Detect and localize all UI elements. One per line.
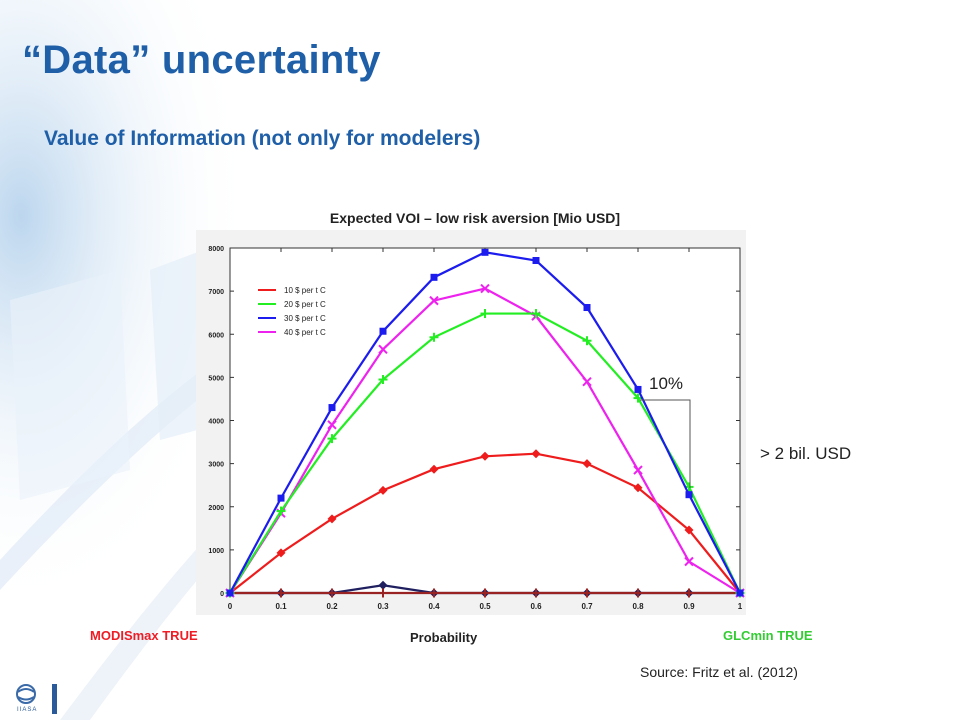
series-0-point (429, 464, 439, 474)
series-5-point (327, 588, 337, 598)
series-5-point (582, 588, 592, 598)
series-5-point (531, 588, 541, 598)
series-1-point (531, 309, 541, 319)
series-2-point (736, 589, 744, 597)
legend-entry: 20 $ per t C (284, 300, 326, 309)
series-2-point (685, 491, 693, 499)
series-1-point (327, 434, 337, 444)
y-tick-label: 4000 (208, 419, 224, 426)
series-0-point (633, 483, 643, 493)
slide-title: “Data” uncertainty (22, 38, 381, 82)
x-tick-label: 0.2 (326, 602, 338, 611)
iiasa-logo-icon (16, 684, 57, 714)
series-5-point (633, 588, 643, 598)
legend-entry: 30 $ per t C (284, 314, 326, 323)
series-0-point (480, 451, 490, 461)
series-3-point (327, 420, 337, 430)
series-2-point (634, 385, 642, 393)
x-tick-label: 0.5 (479, 602, 491, 611)
legend-entry: 40 $ per t C (284, 328, 326, 337)
y-tick-label: 0 (220, 591, 224, 598)
x-tick-label: 0.3 (377, 602, 389, 611)
annotation-value: > 2 bil. USD (760, 444, 852, 463)
x-tick-label: 1 (738, 602, 743, 611)
series-0-point (276, 548, 286, 558)
series-5-point (480, 588, 490, 598)
chart-title: Expected VOI – low risk aversion [Mio US… (329, 210, 621, 226)
series-5-point (378, 588, 388, 598)
series-2-point (583, 304, 591, 312)
y-tick-label: 6000 (208, 332, 224, 339)
x-tick-label: 0.8 (632, 602, 644, 611)
series-1-point (582, 336, 592, 346)
series-3-point (582, 376, 592, 387)
series-3-point (633, 465, 643, 475)
series-3-point (684, 556, 694, 567)
y-tick-label: 5000 (208, 375, 224, 382)
logo-text: IIASA (17, 707, 38, 713)
x-tick-label: 0.4 (428, 602, 440, 611)
series-0-point (378, 485, 388, 495)
x-tick-label: 0.7 (581, 602, 593, 611)
x-axis-label: Probability (410, 630, 478, 645)
left-end-label: MODISmax TRUE (90, 628, 198, 643)
series-0-point (684, 525, 694, 535)
x-tick-label: 0.6 (530, 602, 542, 611)
series-1-point (429, 332, 439, 342)
series-0-point (327, 514, 337, 524)
series-2-point (379, 327, 387, 335)
series-1-point (276, 506, 286, 516)
x-tick-label: 0.9 (683, 602, 695, 611)
series-2-point (532, 257, 540, 265)
series-1-point (378, 375, 388, 385)
plot-frame (229, 247, 741, 594)
series-1-point (480, 309, 490, 319)
series-4-point (378, 580, 388, 590)
x-tick-label: 0.1 (275, 602, 287, 611)
series-2-point (430, 273, 438, 281)
series-0-point (582, 459, 592, 469)
y-tick-label: 8000 (208, 246, 224, 253)
series-2-point (328, 404, 336, 412)
y-tick-label: 3000 (208, 462, 224, 469)
series-5-point (276, 588, 286, 598)
y-tick-label: 2000 (208, 505, 224, 512)
series-2-point (277, 494, 285, 502)
slide-subtitle: Value of Information (not only for model… (44, 127, 481, 150)
series-0-point (531, 449, 541, 459)
right-end-label: GLCmin TRUE (723, 628, 813, 643)
series-5-point (429, 588, 439, 598)
annotation-percentage: 10% (649, 374, 684, 393)
x-tick-label: 0 (228, 602, 233, 611)
source-citation: Source: Fritz et al. (2012) (640, 664, 798, 680)
series-3-point (429, 295, 439, 306)
legend-entry: 10 $ per t C (284, 286, 326, 295)
series-2-point (226, 589, 234, 597)
y-tick-label: 1000 (208, 548, 224, 555)
series-3-point (480, 283, 490, 294)
series-5-point (684, 588, 694, 598)
series-3-point (378, 344, 388, 355)
series-2-point (481, 248, 489, 256)
y-tick-label: 7000 (208, 289, 224, 296)
annotation-bracket (640, 399, 691, 488)
